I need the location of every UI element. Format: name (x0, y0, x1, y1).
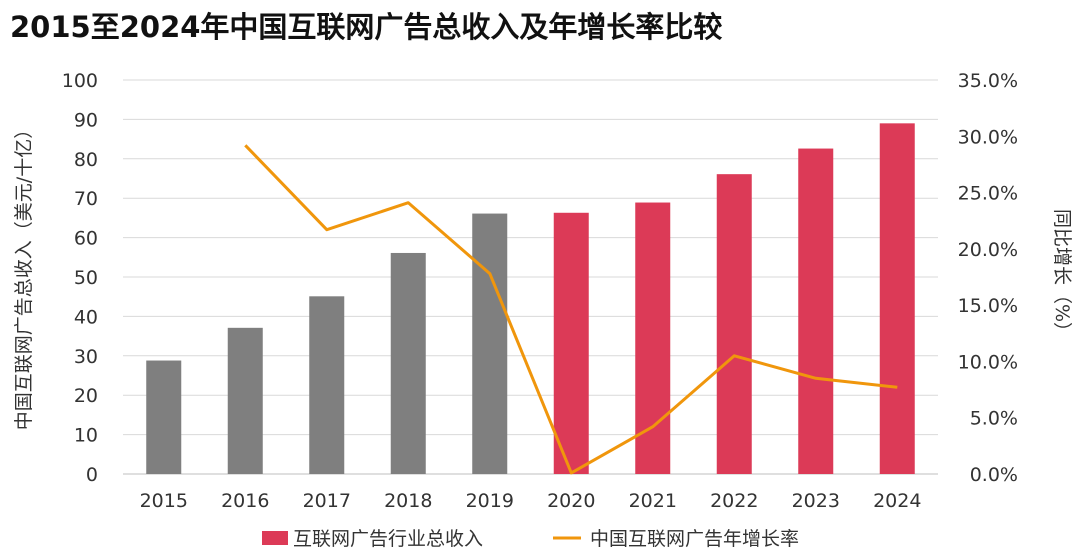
x-tick-label: 2020 (547, 490, 595, 512)
legend-line-label: 中国互联网广告年增长率 (590, 528, 799, 550)
y-tick-label: 40 (74, 306, 98, 328)
y-tick-label: 30 (74, 346, 98, 368)
x-tick-label: 2024 (873, 490, 921, 512)
x-tick-label: 2022 (710, 490, 758, 512)
y2-tick-label: 0.0% (970, 464, 1018, 486)
x-tick-label: 2021 (629, 490, 677, 512)
y-tick-label: 0 (86, 464, 98, 486)
y2-tick-label: 35.0% (958, 70, 1018, 92)
x-tick-label: 2019 (466, 490, 514, 512)
y-axis-ticks: 0 10 20 30 40 50 60 70 80 90 100 (62, 70, 98, 486)
x-axis-ticks: 2015 2016 2017 2018 2019 2020 2021 2022 2023 2024 (140, 490, 922, 512)
y2-tick-label: 15.0% (958, 295, 1018, 317)
growth-rate-line (244, 144, 898, 475)
x-tick-label: 2017 (303, 490, 351, 512)
line-series (244, 144, 898, 475)
y-axis-title: 中国互联网广告总收入（美元/十亿） (13, 120, 35, 430)
chart-title: 2015至2024年中国互联网广告总收入及年增长率比较 (10, 10, 723, 44)
y2-axis-title: 同比增长（%） (1051, 209, 1073, 341)
y-tick-label: 60 (74, 228, 98, 250)
bar-2022 (716, 174, 752, 474)
legend-bar-swatch (262, 531, 288, 545)
x-tick-label: 2023 (792, 490, 840, 512)
y2-tick-label: 5.0% (970, 408, 1018, 430)
bar-2024 (879, 123, 915, 474)
bar-2021 (635, 202, 671, 474)
bar-2018 (390, 252, 426, 474)
y-tick-label: 80 (74, 149, 98, 171)
bar-2019 (472, 213, 508, 475)
bar-2016 (227, 327, 263, 474)
x-tick-label: 2015 (140, 490, 188, 512)
y2-axis-ticks: 0.0% 5.0% 10.0% 15.0% 20.0% 25.0% 30.0% 35.0% (958, 70, 1018, 486)
y-tick-label: 100 (62, 70, 98, 92)
y-tick-label: 90 (74, 109, 98, 131)
y-tick-label: 10 (74, 425, 98, 447)
y-tick-label: 70 (74, 188, 98, 210)
y2-tick-label: 30.0% (958, 126, 1018, 148)
y2-tick-label: 20.0% (958, 239, 1018, 261)
bar-2020 (553, 212, 589, 474)
bar-series (146, 123, 915, 475)
y-tick-label: 20 (74, 385, 98, 407)
bar-2023 (798, 148, 834, 474)
legend-bar-label: 互联网广告行业总收入 (293, 528, 483, 550)
x-tick-label: 2018 (384, 490, 432, 512)
y-tick-label: 50 (74, 267, 98, 289)
x-tick-label: 2016 (221, 490, 269, 512)
y2-tick-label: 25.0% (958, 183, 1018, 205)
bar-2015 (146, 360, 182, 474)
bar-2017 (309, 296, 345, 474)
legend: 互联网广告行业总收入 中国互联网广告年增长率 (262, 528, 799, 550)
y2-tick-label: 10.0% (958, 351, 1018, 373)
